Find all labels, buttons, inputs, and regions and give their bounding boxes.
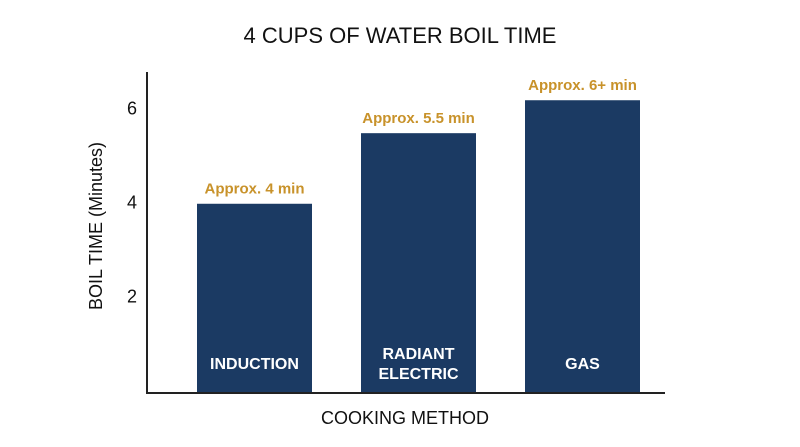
value-label: Approx. 4 min	[204, 181, 304, 198]
value-label: Approx. 6+ min	[528, 77, 637, 94]
value-label: Approx. 5.5 min	[362, 110, 475, 127]
category-label: RADIANT ELECTRIC	[378, 346, 459, 383]
y-axis-label: BOIL TIME (Minutes)	[86, 142, 106, 310]
chart-title: 4 CUPS OF WATER BOIL TIME	[244, 23, 557, 48]
category-label: GAS	[565, 356, 600, 373]
bar	[197, 203, 312, 392]
bar	[361, 133, 476, 393]
x-axis-label: COOKING METHOD	[321, 408, 489, 428]
y-tick-label: 4	[127, 193, 137, 213]
bar	[525, 100, 640, 392]
category-label: INDUCTION	[210, 356, 299, 373]
y-tick-label: 2	[127, 287, 137, 307]
y-tick-label: 6	[127, 98, 137, 118]
